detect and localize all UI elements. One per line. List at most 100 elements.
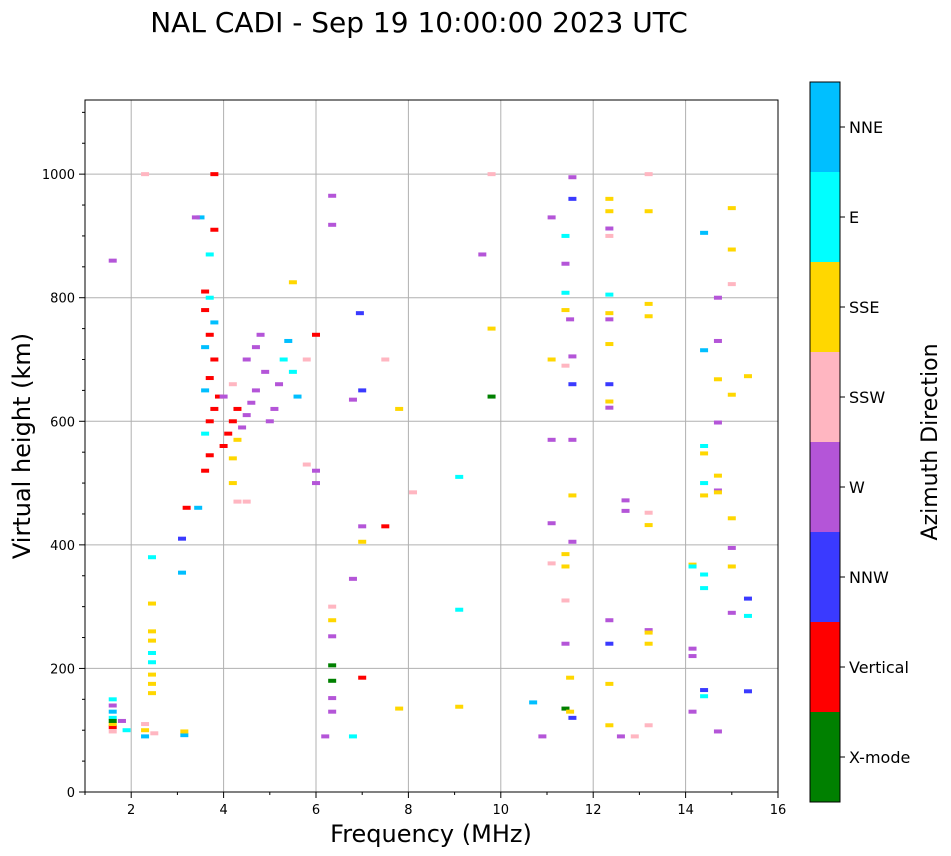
echo-point [455,474,464,479]
echo-point [713,473,722,478]
echo-point [688,564,697,569]
echo-point [242,357,251,362]
echo-point [238,425,247,430]
echo-point [561,706,570,711]
echo-point [210,406,219,411]
echo-point [644,301,653,306]
echo-point [547,521,556,526]
echo-point [210,227,219,232]
echo-point [328,604,337,609]
echo-point [147,681,156,686]
echo-point [727,282,736,287]
x-tick-label: 14 [677,803,694,818]
echo-point [147,672,156,677]
echo-point [605,317,614,322]
y-tick-label: 1000 [42,168,75,183]
echo-point [147,555,156,560]
echo-point [727,247,736,252]
echo-point [201,308,210,313]
echo-point [270,406,279,411]
echo-point [700,694,709,699]
echo-point [108,697,117,702]
echo-point [205,453,214,458]
echo-point [205,419,214,424]
echo-point [700,230,709,235]
echo-point [644,209,653,214]
echo-point [713,490,722,495]
echo-point [293,394,302,399]
echo-point [566,317,575,322]
echo-point [538,734,547,739]
echo-point [561,261,570,266]
echo-point [700,586,709,591]
echo-point [108,725,117,730]
echo-point [147,638,156,643]
y-tick-label: 0 [67,786,75,801]
echo-point [561,564,570,569]
echo-point [201,345,210,350]
echo-point [108,729,117,734]
echo-point [233,406,242,411]
echo-point [743,596,752,601]
x-tick-label: 4 [219,803,227,818]
echo-point [743,613,752,618]
echo-point [688,654,697,659]
echo-point [117,718,126,723]
echo-point [605,311,614,316]
colorbar-frame [809,81,841,803]
y-tick-label: 400 [50,539,75,554]
echo-point [605,723,614,728]
echo-point [487,172,496,177]
grid-lines [85,100,779,793]
echo-point [713,377,722,382]
echo-point [568,539,577,544]
echo-point [147,629,156,634]
echo-point [328,663,337,668]
echo-point [328,678,337,683]
echo-point [568,175,577,180]
echo-point [251,345,260,350]
y-tick-label: 600 [50,415,75,430]
echo-point [409,490,418,495]
echo-point [275,382,284,387]
colorbar-tick-label: Vertical [849,658,909,677]
echo-point [312,332,320,337]
colorbar-segment [810,532,840,622]
echo-point [487,394,496,399]
echo-point [108,703,117,708]
echo-points [108,172,752,739]
echo-point [455,607,464,612]
x-tick-label: 10 [493,803,510,818]
colorbar-segment [810,82,840,172]
echo-point [108,715,117,720]
x-tick-label: 16 [770,803,787,818]
colorbar: X-mode Vertical NNW W SSW SSE E NNE [809,81,910,803]
echo-point [644,630,653,635]
echo-point [288,369,297,374]
echo-point [194,505,203,510]
echo-point [727,545,736,550]
echo-point [568,382,577,387]
echo-point [302,357,311,362]
echo-point [201,289,210,294]
echo-point [605,292,614,297]
echo-point [180,729,189,734]
echo-point [214,394,223,399]
echo-point [605,196,614,201]
colorbar-tick-label: NNW [849,568,889,587]
echo-point [348,734,357,739]
echo-point [210,320,219,325]
echo-point [247,400,256,405]
echo-point [605,681,614,686]
echo-point [328,634,337,639]
colorbar-tick-label: SSE [849,298,879,317]
echo-point [630,734,639,739]
echo-point [328,709,337,714]
echo-point [242,413,251,418]
echo-point [178,536,187,541]
echo-point [727,392,736,397]
echo-point [312,468,320,473]
echo-point [621,498,630,503]
colorbar-tick-label: W [849,478,865,497]
echo-point [358,539,367,544]
